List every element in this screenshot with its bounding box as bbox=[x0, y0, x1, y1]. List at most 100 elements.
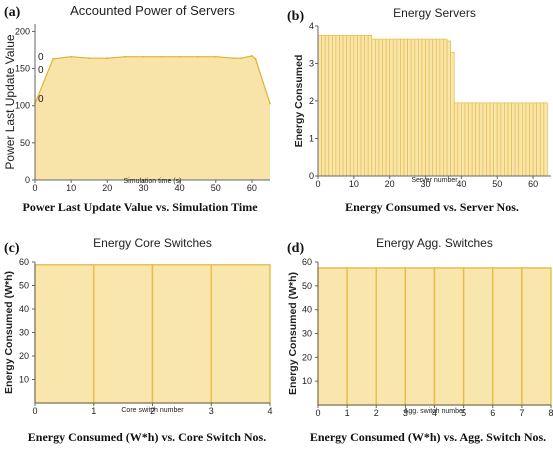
bar bbox=[475, 102, 480, 177]
bar bbox=[346, 267, 377, 406]
bar bbox=[482, 102, 487, 177]
bar bbox=[462, 267, 494, 406]
x-axis-label: Simulation time (s) bbox=[124, 178, 182, 185]
x-tick-label: 4 bbox=[267, 406, 272, 416]
x-tick-label: 1 bbox=[91, 406, 96, 416]
bar bbox=[371, 38, 376, 177]
data-point bbox=[254, 58, 257, 60]
bar bbox=[521, 102, 527, 177]
x-tick-label: 2 bbox=[150, 406, 155, 416]
annotation-label: 0 bbox=[38, 65, 44, 76]
x-tick-label: 6 bbox=[490, 408, 495, 418]
bar bbox=[500, 102, 505, 177]
bar bbox=[378, 38, 383, 177]
data-point bbox=[142, 55, 145, 58]
bar bbox=[428, 38, 434, 177]
bar bbox=[450, 51, 455, 177]
x-tick-label: 3 bbox=[403, 408, 408, 418]
x-tick-label: 2 bbox=[374, 408, 379, 418]
annotation-label: 0 bbox=[38, 94, 44, 105]
bar bbox=[504, 102, 509, 177]
bar bbox=[93, 264, 154, 404]
data-point bbox=[232, 57, 235, 60]
data-point bbox=[70, 55, 73, 58]
y-tick-label: 30 bbox=[302, 329, 312, 339]
y-tick-label: 20 bbox=[302, 352, 312, 362]
data-point bbox=[160, 55, 163, 58]
bar bbox=[486, 102, 491, 177]
y-tick-label: 40 bbox=[19, 304, 29, 314]
chart-title: Energy Core Switches bbox=[93, 236, 212, 250]
bar bbox=[443, 38, 448, 177]
bar bbox=[511, 102, 516, 177]
bar bbox=[439, 38, 444, 177]
bar bbox=[375, 38, 380, 177]
x-tick-label: 0 bbox=[315, 408, 320, 418]
bar bbox=[507, 102, 512, 177]
y-tick-label: 4 bbox=[309, 21, 314, 31]
caption-d: Energy Consumed (W*h) vs. Agg. Switch No… bbox=[310, 430, 546, 444]
caption-c: Energy Consumed (W*h) vs. Core Switch No… bbox=[28, 430, 266, 444]
bar bbox=[392, 38, 398, 177]
x-tick-label: 30 bbox=[421, 179, 431, 189]
bar bbox=[432, 38, 437, 177]
bar bbox=[496, 102, 502, 177]
y-axis-label: Energy Consumed (W*h) bbox=[3, 271, 15, 394]
bar bbox=[529, 102, 534, 177]
bar bbox=[151, 264, 212, 404]
y-tick-label: 50 bbox=[19, 281, 29, 291]
bar bbox=[464, 102, 469, 177]
bar bbox=[210, 264, 271, 404]
data-point bbox=[106, 57, 109, 60]
x-tick-label: 40 bbox=[456, 179, 466, 189]
y-tick-label: 50 bbox=[20, 138, 30, 148]
annotation-label: 0 bbox=[38, 52, 44, 63]
x-tick-label: 4 bbox=[432, 408, 437, 418]
bar bbox=[521, 267, 552, 406]
bar bbox=[324, 35, 330, 177]
y-tick-label: 150 bbox=[15, 64, 30, 74]
bar bbox=[34, 264, 95, 404]
bar bbox=[353, 35, 358, 177]
y-tick-label: 10 bbox=[19, 375, 29, 385]
bar bbox=[410, 38, 416, 177]
bar bbox=[317, 267, 348, 406]
bar bbox=[446, 40, 451, 177]
data-point bbox=[178, 55, 181, 58]
x-tick-label: 3 bbox=[209, 406, 214, 416]
y-axis-label: Power Last Update Value bbox=[3, 34, 17, 170]
bar bbox=[468, 102, 473, 177]
x-tick-label: 8 bbox=[548, 408, 553, 418]
chart-energy-core-switches: Energy Core Switches 0 1 2 3 4 10 20 30 40 50 60 Cor… bbox=[3, 236, 273, 416]
bar bbox=[342, 35, 348, 177]
data-point bbox=[269, 102, 271, 105]
bar bbox=[346, 35, 351, 177]
y-tick-label: 40 bbox=[302, 305, 312, 315]
bar bbox=[471, 102, 477, 177]
x-tick-label: 7 bbox=[519, 408, 524, 418]
bar bbox=[375, 267, 407, 406]
x-tick-label: 0 bbox=[315, 179, 320, 189]
x-tick-label: 60 bbox=[247, 183, 257, 193]
bar bbox=[331, 35, 337, 177]
x-tick-label: 20 bbox=[102, 183, 112, 193]
chart-title: Energy Servers bbox=[393, 6, 476, 20]
series-line bbox=[34, 55, 271, 104]
bar bbox=[425, 38, 430, 177]
bar bbox=[389, 38, 394, 177]
y-tick-label: 0 bbox=[309, 171, 314, 181]
bar bbox=[364, 35, 369, 177]
panel-letter-c: (c) bbox=[4, 241, 20, 256]
data-point bbox=[240, 57, 242, 60]
x-axis-label: Server number bbox=[411, 177, 458, 184]
panel-letter-b: (b) bbox=[287, 9, 304, 24]
bar bbox=[403, 38, 408, 177]
bar bbox=[357, 35, 362, 177]
x-tick-label: 30 bbox=[138, 183, 148, 193]
bar bbox=[492, 267, 523, 406]
bar bbox=[457, 102, 462, 177]
bar bbox=[418, 38, 423, 177]
bar bbox=[514, 102, 520, 177]
bar bbox=[433, 267, 465, 406]
bar bbox=[532, 102, 538, 177]
